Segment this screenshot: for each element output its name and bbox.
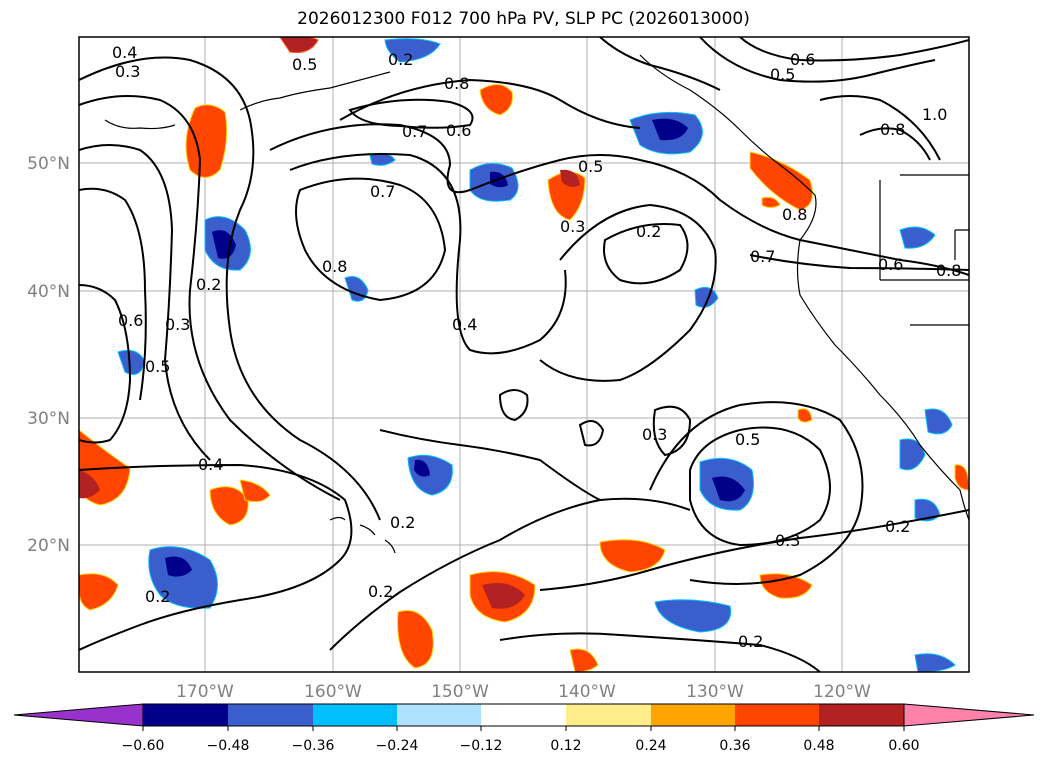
contour-label: 0.5 (735, 430, 760, 449)
longitude-labels: 170°W 160°W 150°W 140°W 130°W 120°W (176, 682, 871, 702)
slp-contours (79, 37, 969, 672)
colorbar-tick-label: −0.60 (122, 738, 165, 754)
colorbar-tick-label: 0.12 (550, 738, 581, 754)
contour-label: 0.3 (775, 531, 800, 550)
lon-label-150: 150°W (431, 682, 489, 702)
gridlines (79, 37, 969, 672)
contour-label: 0.2 (196, 275, 221, 294)
contour-label: 0.2 (390, 513, 415, 532)
contour-label: 0.5 (145, 357, 170, 376)
contour-label: 0.2 (388, 50, 413, 69)
contour-label: 0.2 (145, 587, 170, 606)
contour-label: 0.4 (112, 43, 137, 62)
contour-label: 0.6 (790, 50, 815, 69)
colorbar-tick-label: 0.60 (888, 738, 919, 754)
contour-label: 0.2 (738, 632, 763, 651)
contour-label: 0.8 (880, 120, 905, 139)
map-area (79, 37, 969, 672)
colorbar-segment (735, 704, 819, 726)
contour-label: 0.5 (578, 157, 603, 176)
colorbar-tick-label: −0.12 (460, 738, 503, 754)
colorbar-tick-label: 0.24 (635, 738, 666, 754)
colorbar-tick-label: −0.48 (207, 738, 250, 754)
coastlines (104, 54, 969, 554)
lon-label-160: 160°W (304, 682, 362, 702)
colorbar-tick-label: −0.24 (376, 738, 419, 754)
contour-label: 0.4 (452, 315, 477, 334)
contour-label: 0.2 (368, 582, 393, 601)
lat-label-20: 20°N (27, 536, 70, 556)
contour-label: 0.8 (444, 74, 469, 93)
contour-label: 0.4 (198, 455, 223, 474)
contour-label: 0.7 (750, 247, 775, 266)
contour-label: 0.6 (446, 121, 471, 140)
contour-label: 0.2 (885, 517, 910, 536)
colorbar-segment (397, 704, 481, 726)
contour-label: 0.8 (322, 257, 347, 276)
colorbar-segment (819, 704, 904, 726)
contour-labels: 0.4 0.3 0.5 0.2 0.8 0.7 0.6 0.8 0.7 0.5 … (112, 43, 961, 651)
lat-label-40: 40°N (27, 282, 70, 302)
contour-label: 0.5 (292, 55, 317, 74)
colorbar-segment (651, 704, 735, 726)
contour-label: 0.3 (560, 217, 585, 236)
lon-label-140: 140°W (558, 682, 616, 702)
colorbar-extend-high (903, 703, 1035, 727)
lon-label-120: 120°W (813, 682, 871, 702)
contour-label: 0.8 (936, 261, 961, 280)
contour-label: 0.7 (370, 182, 395, 201)
contour-label: 0.3 (115, 62, 140, 81)
colorbar-segment (228, 704, 313, 726)
colorbar-tick-label: 0.48 (803, 738, 834, 754)
colorbar-segment (566, 704, 651, 726)
contour-label: 0.2 (636, 222, 661, 241)
lon-label-170: 170°W (176, 682, 234, 702)
contour-label: 0.7 (402, 122, 427, 141)
contour-label: 1.0 (922, 105, 947, 124)
colorbar-segment (481, 704, 566, 726)
contour-label: 0.3 (642, 425, 667, 444)
colorbar-frame (142, 703, 905, 727)
contour-label: 0.6 (878, 255, 903, 274)
latitude-labels: 50°N 40°N 30°N 20°N (27, 154, 70, 556)
colorbar: −0.60 −0.48 −0.36 −0.24 −0.12 0.12 0.24 … (13, 703, 1035, 754)
pv-shading (79, 37, 969, 672)
contour-label: 0.8 (782, 205, 807, 224)
lat-label-30: 30°N (27, 409, 70, 429)
colorbar-tick-label: −0.36 (292, 738, 335, 754)
contour-label: 0.6 (118, 311, 143, 330)
colorbar-extend-low (13, 703, 144, 727)
map-frame (78, 36, 970, 673)
lon-label-130: 130°W (686, 682, 744, 702)
contour-label: 0.3 (165, 315, 190, 334)
colorbar-segment (313, 704, 397, 726)
colorbar-segment (143, 704, 228, 726)
map-title: 2026012300 F012 700 hPa PV, SLP PC (2026… (297, 9, 750, 29)
lat-label-50: 50°N (27, 154, 70, 174)
colorbar-tick-label: 0.36 (719, 738, 750, 754)
contour-label: 0.5 (770, 65, 795, 84)
